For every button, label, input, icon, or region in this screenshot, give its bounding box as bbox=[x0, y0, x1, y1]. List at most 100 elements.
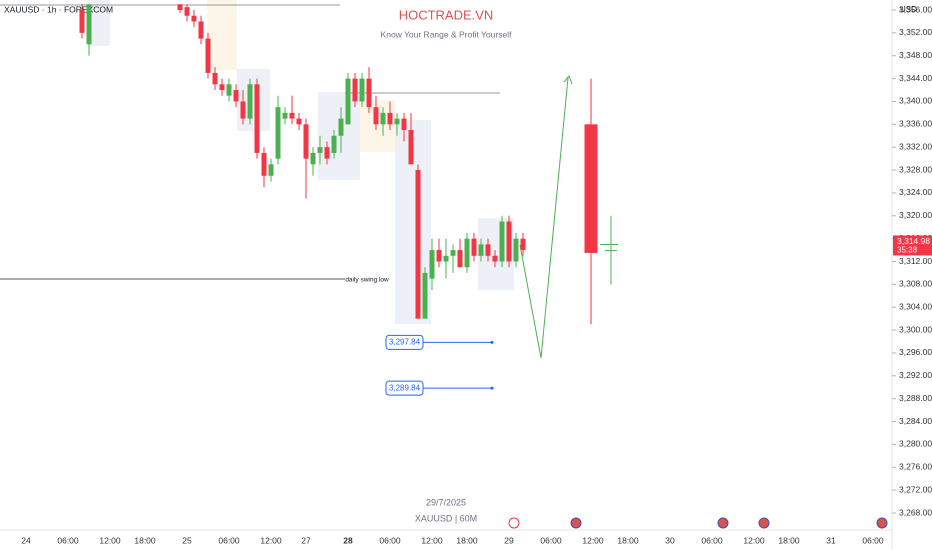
y-tick-label: 3,268.00 bbox=[899, 507, 932, 517]
countdown: 35:38 bbox=[897, 246, 918, 255]
candle-body bbox=[296, 118, 302, 125]
x-tick-label: 18:00 bbox=[456, 535, 478, 545]
footer: XAUUSD | 60M bbox=[415, 513, 477, 523]
candle-body bbox=[394, 118, 400, 125]
y-tick-label: 3,276.00 bbox=[899, 462, 932, 472]
y-tick-label: 3,348.00 bbox=[899, 50, 932, 60]
event-icon bbox=[758, 517, 770, 529]
candle-body bbox=[317, 147, 323, 153]
y-tick-label: 3,332.00 bbox=[899, 141, 932, 151]
x-tick-label: 31 bbox=[826, 535, 836, 545]
event-icons bbox=[508, 517, 888, 529]
y-tick-label: 3,356.00 bbox=[899, 4, 932, 14]
candle-body bbox=[605, 250, 617, 252]
candle-body bbox=[584, 124, 598, 253]
x-tick-label: 06:00 bbox=[540, 535, 562, 545]
y-tick-label: 3,336.00 bbox=[899, 119, 932, 129]
candle-body bbox=[198, 21, 204, 39]
x-tick-label: 06:00 bbox=[379, 535, 401, 545]
candle-body bbox=[338, 118, 344, 136]
candle-body bbox=[499, 221, 505, 262]
candle-body bbox=[464, 238, 470, 268]
x-tick-label: 06:00 bbox=[862, 535, 884, 545]
y-tick-label: 3,312.00 bbox=[899, 256, 932, 266]
x-tick-label: 24 bbox=[21, 535, 31, 545]
x-tick-label: 12:00 bbox=[260, 535, 282, 545]
y-tick-label: 3,324.00 bbox=[899, 187, 932, 197]
y-tick-label: 3,344.00 bbox=[899, 73, 932, 83]
candle-body bbox=[331, 135, 337, 153]
annotation: daily swing low bbox=[345, 277, 389, 284]
level-label: 3,289.84 bbox=[389, 383, 421, 392]
candle-body bbox=[520, 238, 526, 251]
candle-body bbox=[303, 124, 309, 159]
candle-body bbox=[485, 244, 491, 256]
candle-body bbox=[324, 147, 330, 159]
plot: 3,297.84 3,289.84 bbox=[79, 4, 617, 396]
x-tick-label: 27 bbox=[301, 535, 311, 545]
candle-body bbox=[450, 250, 456, 256]
level-label: 3,297.84 bbox=[389, 338, 421, 347]
level-dot bbox=[490, 386, 494, 390]
candle-body bbox=[282, 112, 288, 119]
candle-body bbox=[359, 78, 365, 102]
y-tick-label: 3,280.00 bbox=[899, 439, 932, 449]
y-tick-label: 3,288.00 bbox=[899, 393, 932, 403]
candle-body bbox=[422, 272, 428, 319]
candle-body bbox=[457, 250, 463, 268]
candle-body bbox=[254, 84, 260, 153]
candle-body bbox=[268, 164, 274, 176]
candle-body bbox=[275, 107, 281, 159]
candle-body bbox=[310, 152, 316, 165]
candle-body bbox=[380, 112, 386, 125]
candle-body bbox=[401, 118, 407, 131]
x-tick-label: 06:00 bbox=[57, 535, 79, 545]
x-tick-label: 12:00 bbox=[582, 535, 604, 545]
date-label: 29/7/2025 bbox=[426, 497, 466, 507]
x-tick-label: 25 bbox=[182, 535, 192, 545]
candle-body bbox=[233, 90, 239, 102]
candle-body bbox=[408, 130, 414, 165]
zone bbox=[318, 92, 360, 180]
arrow-head bbox=[563, 75, 573, 85]
x-tick-label: 29 bbox=[504, 535, 514, 545]
x-tick-label: 18:00 bbox=[617, 535, 639, 545]
candle-body bbox=[212, 72, 218, 85]
y-tick-label: 3,308.00 bbox=[899, 279, 932, 289]
candle-body bbox=[289, 112, 295, 119]
candle-body bbox=[79, 10, 85, 33]
event-icon bbox=[570, 517, 582, 529]
last-price-tag bbox=[893, 235, 932, 256]
candle-body bbox=[205, 38, 211, 73]
candle-body bbox=[177, 4, 183, 10]
candle-body bbox=[373, 107, 379, 125]
y-tick-label: 3,292.00 bbox=[899, 370, 932, 380]
event-icon bbox=[717, 517, 729, 529]
y-tick-label: 3,328.00 bbox=[899, 164, 932, 174]
x-tick-label: 06:00 bbox=[701, 535, 723, 545]
x-tick-label: 30 bbox=[665, 535, 675, 545]
level-dot bbox=[490, 340, 494, 344]
x-tick-label: 06:00 bbox=[218, 535, 240, 545]
candle-body bbox=[506, 221, 512, 262]
zone bbox=[207, 0, 237, 70]
x-tick-label: 28 bbox=[343, 535, 353, 545]
x-tick-label: 12:00 bbox=[99, 535, 121, 545]
y-tick-label: 3,304.00 bbox=[899, 301, 932, 311]
candle-body bbox=[429, 250, 435, 279]
candle-body bbox=[387, 112, 393, 125]
event-icon bbox=[876, 517, 888, 529]
zone bbox=[88, 0, 110, 46]
candle-body bbox=[226, 84, 232, 96]
candle-body bbox=[443, 255, 449, 262]
y-tick-label: 3,320.00 bbox=[899, 210, 932, 220]
y-tick-label: 3,296.00 bbox=[899, 347, 932, 357]
candle-body bbox=[184, 7, 190, 16]
level-box bbox=[385, 380, 424, 396]
candle-body bbox=[436, 250, 442, 262]
subtitle: Know Your Range & Profit Yourself bbox=[381, 29, 513, 39]
last-price-label: 3,314.98 bbox=[897, 236, 930, 246]
x-tick-label: 18:00 bbox=[778, 535, 800, 545]
candle-body bbox=[86, 4, 92, 45]
